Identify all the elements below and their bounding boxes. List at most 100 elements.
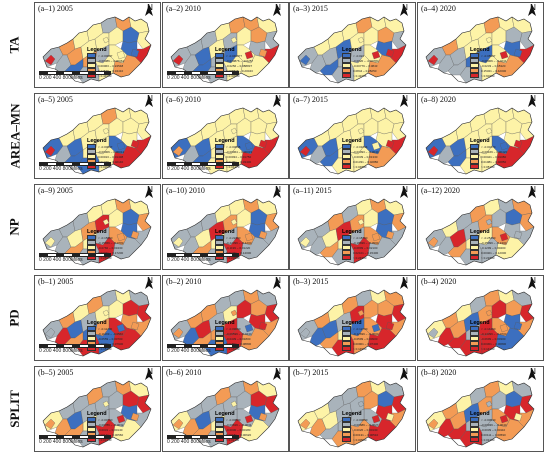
map-region (230, 127, 238, 135)
north-arrow-icon: N (144, 368, 156, 380)
legend-label: -0.0031 ~ 0.00140 (98, 427, 123, 432)
legend-label: < -0.00007 (98, 144, 113, 149)
map-panel: (a–5) 2005 N Legend< -0.00007-0.00006 ~ 0.… (34, 93, 161, 179)
panel-title: (a–4) 2020 (421, 4, 456, 13)
north-arrow-icon: N (144, 4, 156, 16)
panel-title: (a–5) 2005 (38, 95, 73, 104)
legend-title: Legend (470, 229, 490, 235)
scale-labels: 0 200 400 800Miles (167, 439, 211, 445)
map-region (371, 50, 381, 60)
panel-title: (a–12) 2020 (421, 186, 460, 195)
choropleth-map (42, 16, 152, 84)
legend-label: -0.0559 ~ 0.00700 (98, 336, 123, 341)
legend-label: -0.0439 ~ 0.01800 (226, 336, 251, 341)
map-outline (297, 198, 407, 266)
map-outline (297, 16, 407, 84)
map-outline (425, 16, 535, 84)
row-label-text: PD (7, 309, 22, 327)
map-region (116, 50, 126, 60)
map-region (172, 145, 184, 157)
north-arrow-icon: N (144, 277, 156, 289)
map-region (244, 232, 254, 242)
map-panel: (a–11) 2015 N Legend< -0.18700-0.18699 ~ -… (289, 184, 416, 270)
map-region (102, 309, 110, 317)
map-legend: Legend < -0.021 -0.0020 ~ -0.00780 -0.00779… (342, 47, 400, 79)
scale-bar: 0 200 400 800Miles (167, 71, 241, 83)
panel-title: (b–7) 2015 (293, 368, 329, 377)
map-region (116, 141, 126, 151)
map-panel: (a–3) 2015 N Legend< -0.021-0.0020 ~ -0.00… (289, 2, 416, 88)
north-arrow-icon: N (527, 368, 539, 380)
legend-label: 0.00111 ~ 0.00590 (481, 432, 506, 437)
map-region (485, 127, 493, 135)
legend-label: < -0.11200 (98, 326, 113, 331)
legend-label: < -0.14400 (481, 326, 496, 331)
map-outline (425, 380, 535, 448)
map-region (130, 230, 140, 240)
map-region (258, 230, 268, 240)
legend-label: 0.02101 ~ 0.15400 (353, 250, 379, 255)
map-region (513, 139, 523, 149)
map-outline (170, 107, 280, 175)
map-region (299, 418, 311, 430)
legend-label: < -0.18700 (353, 235, 368, 240)
map-outline (297, 107, 407, 175)
map-outline (42, 198, 152, 266)
north-arrow-icon: N (399, 368, 411, 380)
scale-labels: 0 200 400 800Miles (39, 166, 83, 172)
panel-title: (a–10) 2010 (166, 186, 205, 195)
map-legend: Legend < -0.22400 -0.22399 ~ -0.1200 -0.119… (215, 229, 273, 261)
legend-label: -0.0699 ~ 0.00300 (481, 336, 506, 341)
legend-label: 0.00131 ~ 0.00510 (353, 432, 379, 437)
map-region (485, 400, 493, 408)
map-panel: (a–2) 2010 N Legend< -0.049877-0.049876 ~ … (162, 2, 289, 88)
legend-label: 0.01221 ~ 0.14000 (226, 250, 252, 255)
map-region (499, 323, 509, 333)
map-legend: Legend < -0.00690 -0.00689 ~ -0.0027 -0.002… (342, 411, 400, 443)
map-region (357, 127, 365, 135)
map-panel: (a–7) 2015 N Legend< -0.01094-0.01093 ~ -0… (289, 93, 416, 179)
map-panel: (a–6) 2010 N Legend< -0.00065-0.00064 ~ 0.… (162, 93, 289, 179)
row-label-text: NP (7, 218, 22, 236)
scale-bar: 0 200 400 800Miles (167, 162, 241, 174)
legend-title: Legend (470, 411, 490, 417)
legend-title: Legend (342, 411, 362, 417)
north-arrow-icon: N (272, 186, 284, 198)
map-outline (170, 16, 280, 84)
map-region (244, 414, 254, 424)
legend-label: > 0.01200 (481, 437, 495, 442)
legend-label: 0.15321 ~ 0.42000 (481, 68, 507, 73)
row-label: PD (0, 275, 30, 361)
choropleth-map (425, 107, 535, 175)
map-region (513, 321, 523, 331)
choropleth-map (170, 107, 280, 175)
legend-label: -0.14399 ~ -0.0700 (481, 331, 507, 336)
legend-swatch (470, 163, 479, 170)
map-region (102, 400, 110, 408)
legend-label: -0.00689 ~ -0.0027 (353, 422, 379, 427)
map-region (385, 321, 395, 331)
legend-label: -0.1299 ~ 0.00400 (481, 245, 506, 250)
legend-label: -0.00939 ~ -0.0040 (481, 422, 507, 427)
choropleth-map (170, 198, 280, 266)
legend-title: Legend (342, 138, 362, 144)
panel-title: (b–1) 2005 (38, 277, 74, 286)
map-legend: Legend < -0.049877 -0.049876 ~ -0.0257 -0.0… (215, 47, 273, 79)
legend-label: < -0.00820 (226, 417, 241, 422)
panel-title: (b–8) 2020 (421, 368, 457, 377)
legend-label: -0.0039 ~ 0.01330 (353, 154, 378, 159)
legend-label: -0.18699 ~ -0.0900 (353, 240, 379, 245)
map-legend: Legend < -0.18700 -0.18699 ~ -0.0900 -0.089… (342, 229, 400, 261)
map-region (258, 139, 268, 149)
choropleth-map (297, 198, 407, 266)
legend-entry: > 0.04890 (342, 163, 400, 170)
row-label-text: TA (6, 36, 22, 54)
legend-label: < -0.22400 (226, 235, 241, 240)
scale-labels: 0 200 400 800Miles (39, 348, 83, 354)
map-region (499, 232, 509, 242)
legend-label: < -0.00690 (353, 417, 368, 422)
legend-label: < -0.08907 (481, 53, 496, 58)
map-panel: (b–3) 2015 N Legend< -0.12700-0.12699 ~ -0… (289, 275, 416, 361)
map-outline (297, 289, 407, 357)
legend-label: < -0.25100 (481, 235, 496, 240)
